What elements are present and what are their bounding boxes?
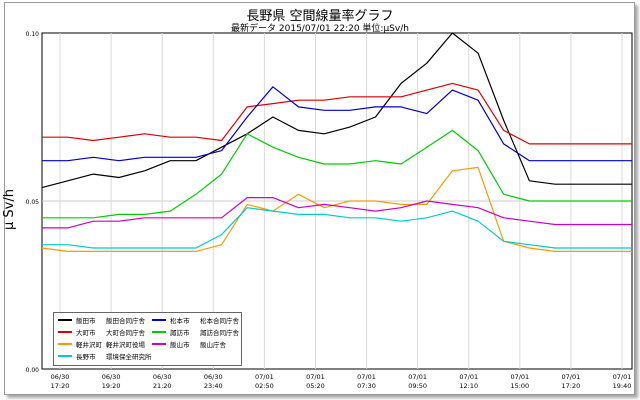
legend-item: 飯田市 飯田合同庁舎 (58, 315, 145, 325)
x-tick-date: 07/01 (459, 373, 478, 381)
x-tick-date: 07/01 (408, 373, 427, 381)
legend-swatch (152, 319, 166, 321)
x-tick-date: 06/30 (204, 373, 223, 381)
legend-city-label: 松本市 (170, 317, 190, 325)
legend-item: 飯山市 飯山庁舎 (152, 339, 226, 349)
legend-swatch (58, 319, 72, 321)
legend-site-label: 松本合同庁舎 (200, 317, 239, 325)
legend-swatch (152, 331, 166, 333)
legend-site-label: 飯山庁舎 (200, 341, 226, 349)
chart-title: 長野県 空間線量率グラフ (246, 9, 394, 24)
x-tick-date: 07/01 (613, 373, 632, 381)
legend: 飯田市 飯田合同庁舎 大町市 大町合同庁舎 軽井沢町 軽井沢町役場 長野市 環境保全研究所 松本… (53, 312, 242, 366)
legend-site-label: 軽井沢町役場 (106, 341, 145, 349)
legend-city-label: 飯山市 (170, 341, 190, 349)
series-line-4 (42, 86, 632, 162)
x-tick-date: 07/01 (510, 373, 529, 381)
chart-subtitle: 最新データ 2015/07/01 22:20 単位:μSv/h (231, 24, 409, 34)
legend-swatch (152, 343, 166, 345)
x-tick-date: 06/30 (51, 373, 70, 381)
legend-site-label: 大町合同庁舎 (106, 329, 145, 337)
legend-swatch (58, 331, 72, 333)
x-tick-time: 15:00 (510, 382, 529, 390)
x-tick-time: 23:40 (204, 382, 223, 390)
legend-site-label: 諏訪合同庁舎 (200, 329, 239, 337)
legend-item: 諏訪市 諏訪合同庁舎 (152, 327, 239, 337)
series-line-0 (41, 32, 632, 189)
x-tick-time: 05:20 (306, 382, 325, 390)
x-tick-date: 07/01 (306, 373, 325, 381)
x-tick-date: 06/30 (102, 373, 121, 381)
x-tick-time: 07:30 (357, 382, 376, 390)
legend-swatch (58, 355, 72, 357)
x-tick-date: 07/01 (357, 373, 376, 381)
y-tick-label: 0.00 (26, 367, 40, 374)
y-tick-label: 0.10 (26, 31, 40, 38)
series-line-1 (42, 82, 632, 145)
x-tick-time: 09:50 (408, 382, 427, 390)
legend-site-label: 環境保全研究所 (106, 353, 152, 361)
legend-city-label: 長野市 (76, 353, 96, 361)
series-line-5 (42, 129, 632, 219)
series-line-2 (41, 166, 632, 252)
series-line-3 (42, 207, 632, 249)
legend-city-label: 軽井沢町 (76, 341, 102, 349)
legend-city-label: 諏訪市 (170, 329, 190, 337)
x-tick-time: 21:20 (153, 382, 172, 390)
legend-site-label: 飯田合同庁舎 (106, 317, 145, 325)
legend-swatch (58, 343, 72, 345)
x-tick-time: 17:20 (562, 382, 581, 390)
x-tick-time: 02:50 (255, 382, 274, 390)
x-tick-date: 07/01 (255, 373, 274, 381)
x-tick-date: 07/01 (562, 373, 581, 381)
x-tick-time: 19:40 (613, 382, 632, 390)
x-tick-time: 17:20 (51, 382, 70, 390)
x-tick-time: 12:10 (459, 382, 478, 390)
x-tick-date: 06/30 (153, 373, 172, 381)
y-tick-label: 0.05 (26, 199, 40, 206)
legend-item: 松本市 松本合同庁舎 (152, 315, 239, 325)
legend-item: 大町市 大町合同庁舎 (58, 327, 145, 337)
x-tick-time: 19:20 (102, 382, 121, 390)
legend-city-label: 飯田市 (76, 317, 96, 325)
legend-item: 軽井沢町 軽井沢町役場 (58, 339, 145, 349)
legend-city-label: 大町市 (76, 329, 96, 337)
series-line-6 (42, 197, 632, 229)
legend-item: 長野市 環境保全研究所 (58, 351, 152, 361)
